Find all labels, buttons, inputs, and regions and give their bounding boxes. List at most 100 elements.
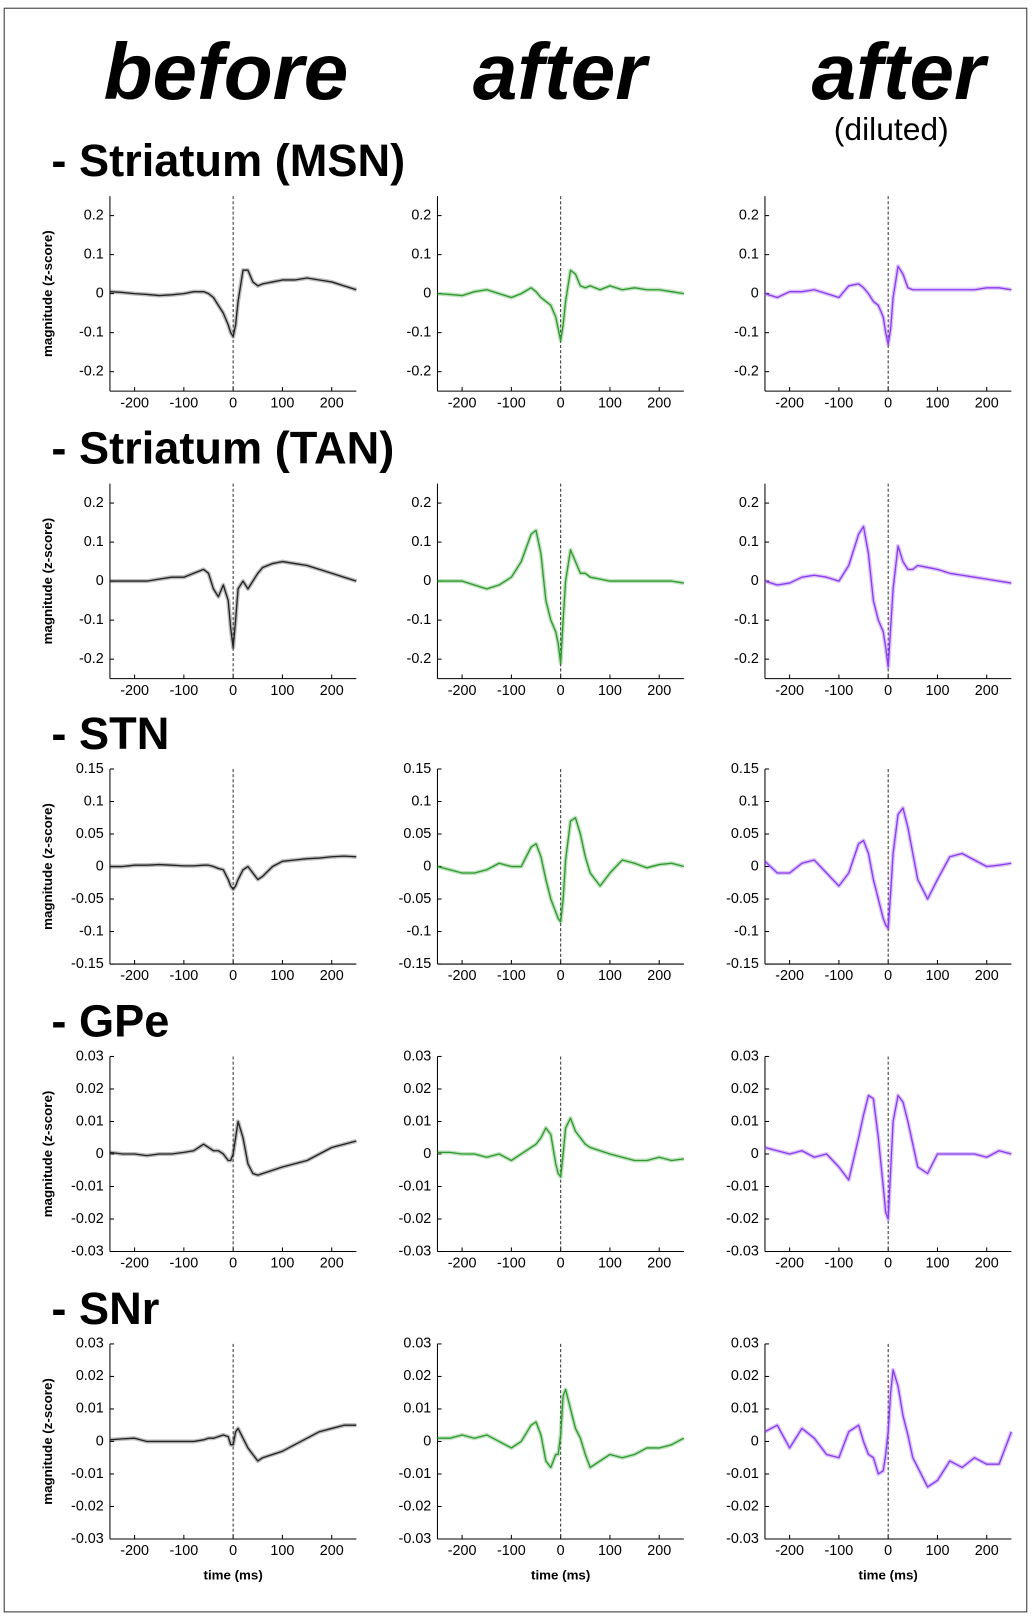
y-tick-label: 0 — [96, 858, 104, 874]
x-axis-label: time (ms) — [531, 1567, 590, 1582]
x-tick-label: 0 — [557, 1256, 565, 1272]
x-axis-label: time (ms) — [859, 1567, 918, 1582]
y-tick-label: -0.02 — [726, 1211, 759, 1227]
x-tick-label: 200 — [320, 1256, 344, 1272]
y-tick-label: 0.01 — [76, 1401, 104, 1417]
x-tick-label: 0 — [229, 395, 237, 411]
x-tick-label: 200 — [975, 683, 999, 699]
x-tick-label: -200 — [775, 683, 804, 699]
y-tick-label: 0 — [423, 285, 431, 301]
line — [437, 817, 685, 923]
y-tick-label: -0.03 — [399, 1243, 432, 1259]
x-tick-label: -200 — [120, 395, 149, 411]
line — [437, 1388, 685, 1469]
x-tick-label: 100 — [598, 968, 622, 984]
y-tick-label: 0 — [423, 573, 431, 589]
y-tick-label: -0.1 — [407, 324, 432, 340]
y-tick-label: -0.1 — [79, 612, 104, 628]
y-tick-label: -0.01 — [71, 1178, 104, 1194]
y-axis-label: magnitude (z-score) — [40, 518, 55, 645]
y-tick-label: 0.05 — [76, 826, 104, 842]
y-tick-label: 0 — [96, 573, 104, 589]
y-tick-label: 0.02 — [76, 1081, 104, 1097]
y-tick-label: 0 — [423, 858, 431, 874]
y-axis-label: magnitude (z-score) — [40, 230, 55, 357]
column-title: before — [104, 27, 349, 116]
x-tick-label: 0 — [557, 968, 565, 984]
y-tick-label: -0.03 — [71, 1531, 104, 1547]
x-tick-label: -200 — [775, 395, 804, 411]
y-tick-label: 0 — [96, 1433, 104, 1449]
x-tick-label: 0 — [884, 1543, 892, 1559]
y-tick-label: -0.1 — [407, 612, 432, 628]
x-tick-label: 0 — [884, 968, 892, 984]
x-tick-label: 200 — [975, 968, 999, 984]
x-tick-label: 100 — [598, 683, 622, 699]
x-tick-label: -100 — [825, 683, 854, 699]
line — [764, 1369, 1012, 1488]
line — [764, 265, 1012, 346]
y-axis-label: magnitude (z-score) — [40, 803, 55, 930]
x-tick-label: 200 — [320, 968, 344, 984]
figure-border — [3, 7, 1028, 1613]
y-tick-label: 0.2 — [84, 495, 104, 511]
x-tick-label: -100 — [169, 683, 198, 699]
x-tick-label: 200 — [647, 1256, 671, 1272]
y-tick-label: 0.2 — [411, 495, 431, 511]
x-tick-label: 200 — [320, 683, 344, 699]
x-tick-label: -100 — [825, 968, 854, 984]
y-tick-label: 0.01 — [76, 1113, 104, 1129]
x-tick-label: 100 — [925, 683, 949, 699]
line — [437, 1117, 684, 1178]
y-tick-label: -0.1 — [734, 923, 759, 939]
y-tick-label: -0.05 — [71, 891, 104, 907]
y-tick-label: -0.02 — [71, 1211, 104, 1227]
y-tick-label: 0.01 — [403, 1401, 431, 1417]
x-tick-label: 0 — [884, 1256, 892, 1272]
y-tick-label: -0.02 — [71, 1498, 104, 1514]
y-tick-label: -0.02 — [399, 1211, 432, 1227]
y-tick-label: 0 — [751, 573, 759, 589]
y-tick-label: 0 — [751, 285, 759, 301]
y-tick-label: 0.1 — [84, 793, 104, 809]
y-tick-label: -0.02 — [399, 1498, 432, 1514]
y-tick-label: -0.02 — [726, 1498, 759, 1514]
x-tick-label: -100 — [169, 1543, 198, 1559]
x-tick-label: 0 — [884, 683, 892, 699]
x-tick-label: -200 — [448, 968, 477, 984]
row-title: - Striatum (MSN) — [51, 135, 405, 186]
x-tick-label: 0 — [557, 1543, 565, 1559]
y-tick-label: -0.05 — [399, 891, 432, 907]
y-tick-label: 0 — [96, 1146, 104, 1162]
y-tick-label: 0.1 — [411, 246, 431, 262]
x-tick-label: -100 — [825, 395, 854, 411]
y-tick-label: -0.15 — [399, 956, 432, 972]
line — [109, 855, 357, 890]
y-axis-label: magnitude (z-score) — [40, 1378, 55, 1505]
y-tick-label: -0.1 — [734, 324, 759, 340]
x-tick-label: 200 — [647, 968, 671, 984]
y-tick-label: 0.1 — [739, 793, 759, 809]
x-tick-label: 200 — [647, 683, 671, 699]
y-tick-label: -0.01 — [71, 1466, 104, 1482]
y-tick-label: 0.03 — [731, 1048, 759, 1064]
y-tick-label: -0.2 — [407, 651, 432, 667]
x-tick-label: 0 — [229, 1543, 237, 1559]
x-tick-label: 100 — [925, 968, 949, 984]
x-tick-label: -100 — [169, 968, 198, 984]
line — [764, 525, 1012, 668]
y-tick-label: 0 — [423, 1146, 431, 1162]
x-tick-label: 0 — [229, 968, 237, 984]
y-tick-label: -0.01 — [399, 1466, 432, 1482]
x-tick-label: -100 — [169, 1256, 198, 1272]
row-title: - Striatum (TAN) — [51, 423, 394, 474]
x-tick-label: -200 — [448, 683, 477, 699]
x-tick-label: 200 — [647, 395, 671, 411]
column-title: after — [473, 27, 650, 116]
x-tick-label: -100 — [497, 683, 526, 699]
y-tick-label: 0.15 — [76, 761, 104, 777]
x-tick-label: 100 — [925, 1543, 949, 1559]
y-tick-label: 0 — [751, 1146, 759, 1162]
x-tick-label: 200 — [320, 1543, 344, 1559]
